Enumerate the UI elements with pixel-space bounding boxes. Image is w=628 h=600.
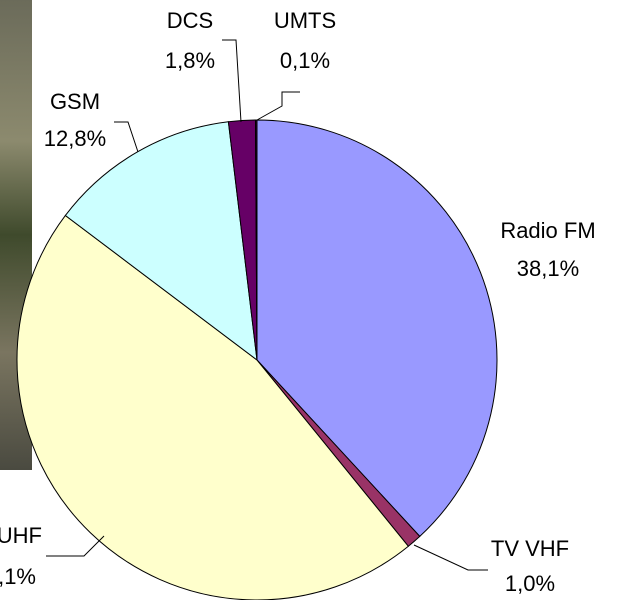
leader-line: [222, 39, 242, 123]
slice-value-label: 0,1%: [280, 48, 330, 73]
slice-value-label: 38,1%: [517, 256, 579, 281]
slice-label: GSM: [50, 89, 100, 114]
pie-slice: [64, 121, 258, 362]
slice-label: Radio FM: [500, 218, 595, 243]
slice-value-label: 12,8%: [44, 126, 106, 151]
pie-slice: [256, 119, 498, 538]
leader-line: [46, 535, 105, 557]
leader-line: [256, 91, 300, 121]
leader-line: [114, 121, 139, 153]
slice-value-label: 1,0%: [505, 571, 555, 596]
slice-label: TV UHF: [0, 523, 42, 548]
slice-label: UMTS: [274, 8, 336, 33]
leader-line: [413, 544, 488, 571]
slice-value-label: 1,8%: [165, 48, 215, 73]
pie-slice: [16, 214, 410, 600]
slice-label: DCS: [167, 8, 213, 33]
slice-value-label: 46,1%: [0, 564, 36, 589]
slice-label: TV VHF: [491, 536, 569, 561]
pie-slice: [254, 119, 258, 361]
